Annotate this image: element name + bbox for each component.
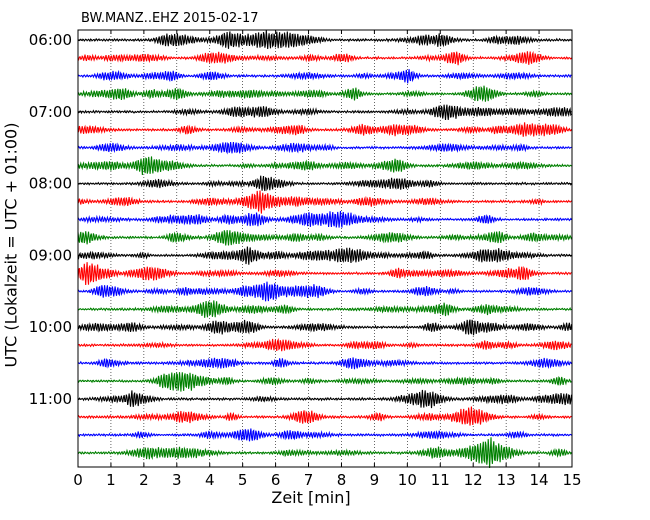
trace-line [77, 406, 572, 426]
y-tick-label: 09:00 [29, 246, 72, 264]
y-tick-label: 06:00 [29, 31, 72, 49]
trace-line [77, 319, 573, 336]
trace-line [77, 357, 572, 370]
x-axis-label: Zeit [min] [271, 488, 351, 507]
trace-line [77, 50, 572, 66]
trace-line [77, 371, 572, 392]
trace-line [77, 300, 572, 318]
x-tick-label: 14 [530, 471, 549, 489]
seismic-traces [77, 30, 573, 469]
y-axis: 06:00 07:00 08:00 09:00 10:00 11:00 [29, 31, 572, 408]
trace-line [77, 337, 572, 352]
x-tick-label: 5 [238, 471, 248, 489]
x-tick-label: 13 [497, 471, 516, 489]
x-tick-label: 0 [73, 471, 83, 489]
trace-line [77, 30, 572, 50]
trace-line [77, 85, 572, 102]
x-tick-label: 12 [464, 471, 483, 489]
trace-line [77, 175, 572, 192]
trace-line [77, 281, 572, 302]
trace-line [77, 389, 573, 409]
trace-line [77, 190, 572, 214]
trace-line [77, 141, 572, 155]
plot-frame [77, 29, 573, 468]
trace-line [77, 246, 572, 265]
x-tick-label: 7 [304, 471, 314, 489]
y-axis-label: UTC (Lokalzeit = UTC + 01:00) [1, 122, 21, 368]
x-tick-label: 15 [562, 471, 581, 489]
trace-line [77, 437, 572, 469]
x-tick-label: 6 [271, 471, 281, 489]
trace-line [77, 104, 572, 120]
trace-line [77, 211, 572, 228]
chart-title: BW.MANZ..EHZ 2015-02-17 [81, 11, 259, 26]
x-tick-label: 9 [370, 471, 380, 489]
trace-line [77, 122, 572, 137]
y-tick-label: 08:00 [29, 175, 72, 193]
vertical-grid [110, 30, 540, 467]
x-tick-label: 4 [205, 471, 215, 489]
trace-line [77, 230, 573, 246]
x-tick-label: 10 [398, 471, 417, 489]
x-tick-label: 3 [172, 471, 182, 489]
y-tick-label: 07:00 [29, 103, 72, 121]
x-tick-label: 2 [139, 471, 149, 489]
x-tick-label: 1 [106, 471, 116, 489]
y-tick-label: 11:00 [29, 390, 72, 408]
x-axis: 0 1 2 3 4 5 6 7 8 9 10 11 12 13 14 15 [73, 30, 582, 489]
trace-line [77, 262, 572, 286]
y-tick-label: 10:00 [29, 318, 72, 336]
trace-line [77, 156, 572, 176]
trace-line [77, 428, 572, 442]
trace-line [77, 69, 572, 84]
x-tick-label: 11 [431, 471, 450, 489]
x-tick-label: 8 [337, 471, 347, 489]
